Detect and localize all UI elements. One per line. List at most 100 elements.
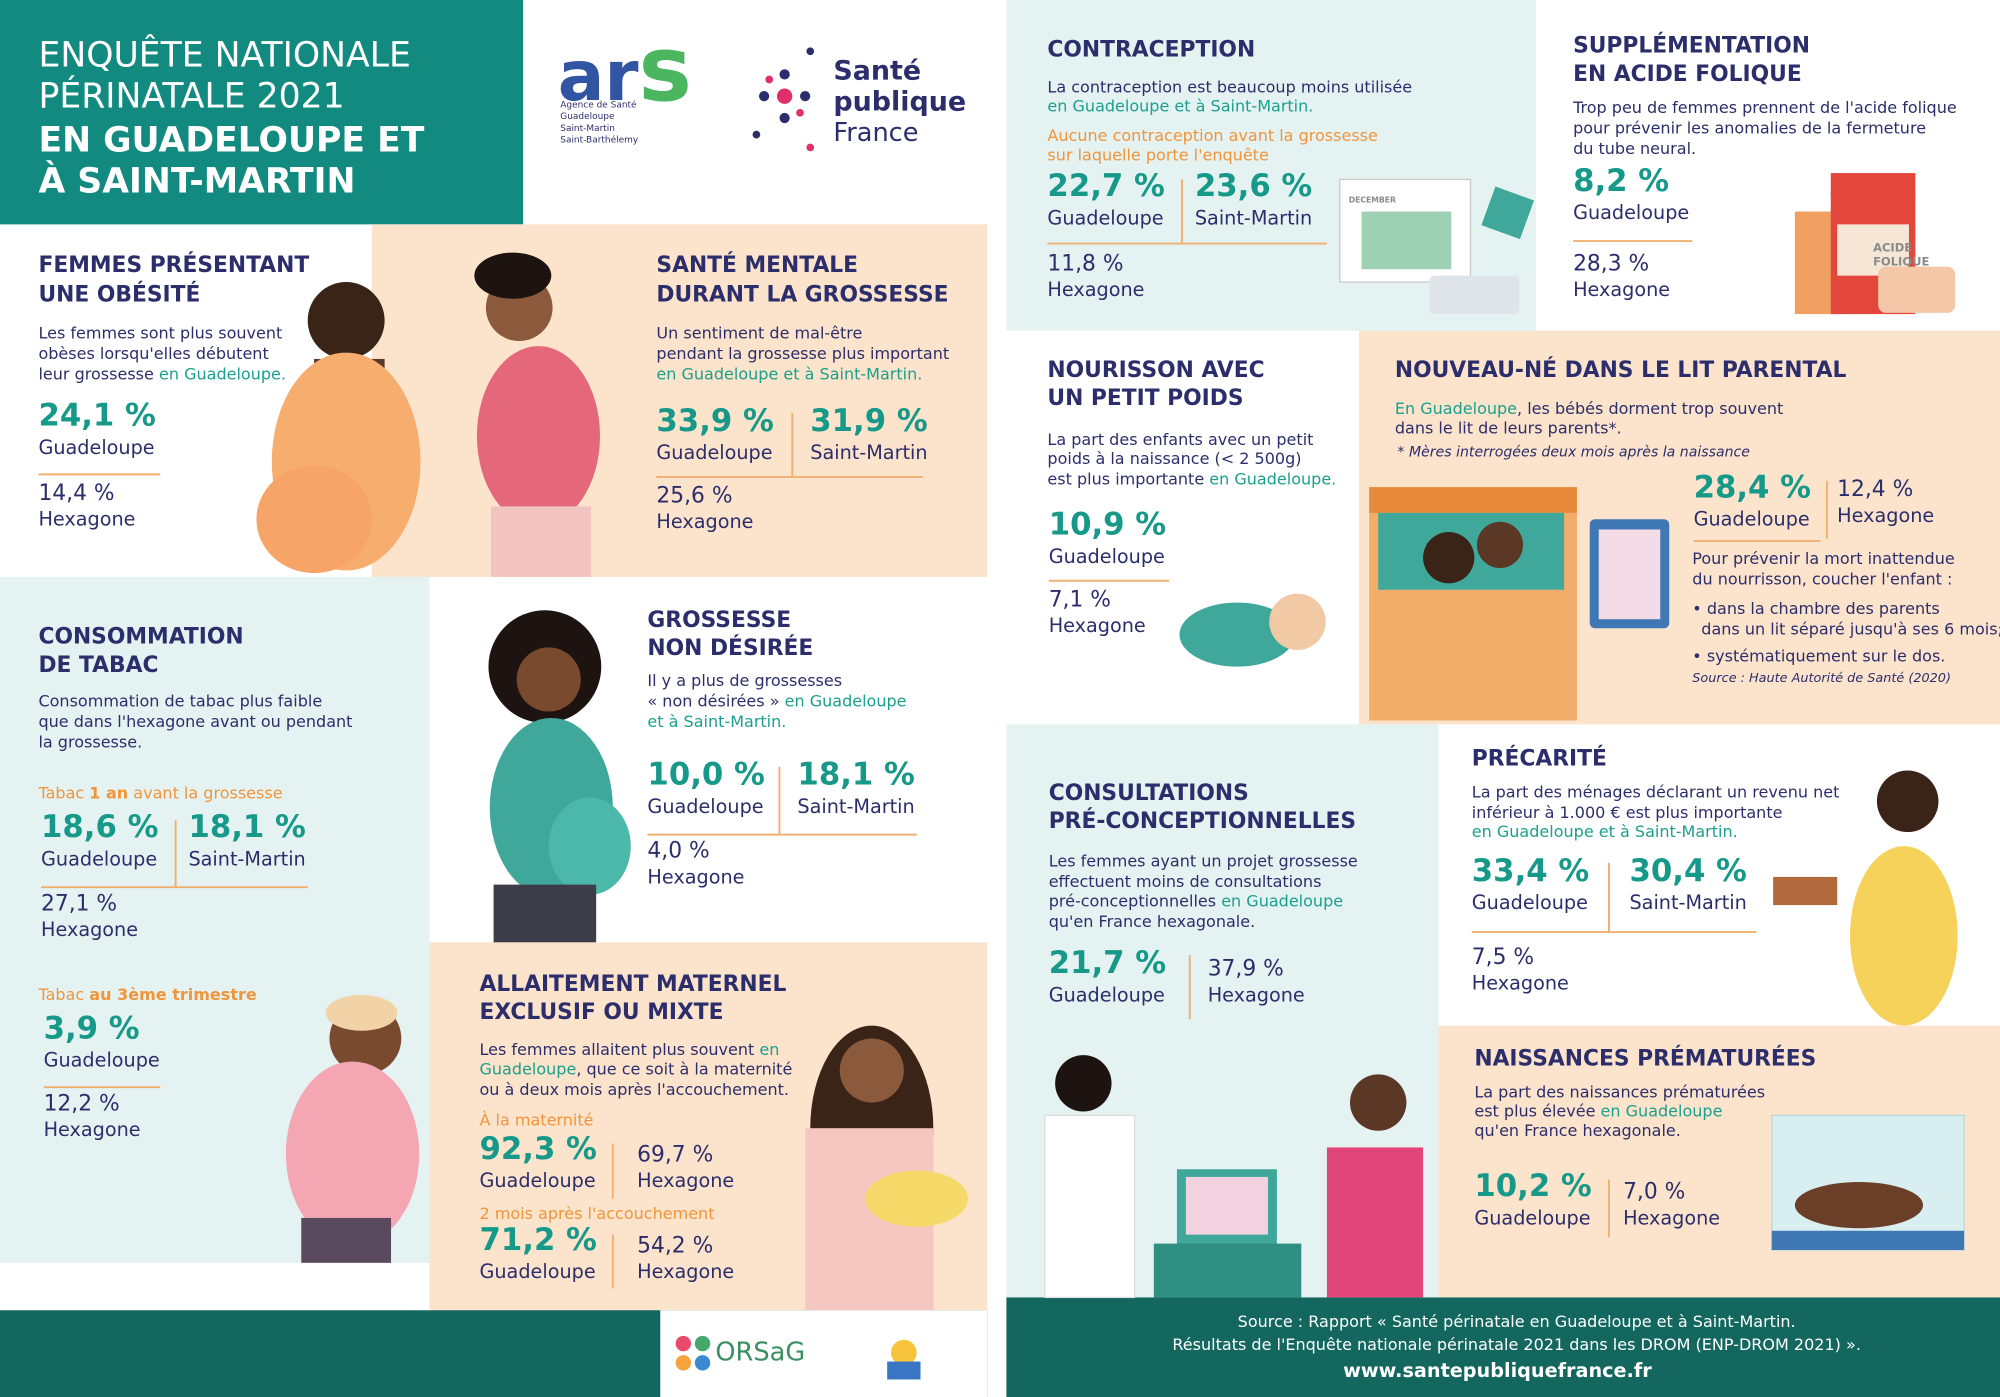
stat-label: Hexagone bbox=[1837, 504, 1934, 527]
section-text: du tube neural. bbox=[1573, 139, 1696, 158]
subhead: À la maternité bbox=[479, 1111, 593, 1130]
stat-label: Guadeloupe bbox=[1049, 983, 1165, 1006]
footer-source: Source : Rapport « Santé périnatale en G… bbox=[1238, 1312, 1796, 1331]
section-title: PRÉ-CONCEPTIONNELLES bbox=[1049, 808, 1356, 834]
text-segment: « non désirées » bbox=[647, 691, 784, 710]
text-segment: Il y a plus de grossesses bbox=[647, 671, 842, 690]
subhead: 2 mois après l'accouchement bbox=[479, 1204, 714, 1223]
stat-label: Hexagone bbox=[1623, 1206, 1720, 1229]
section-text: effectuent moins de consultations bbox=[1049, 872, 1322, 891]
stat-value: 11,8 % bbox=[1047, 252, 1123, 277]
text-segment: La part des naissances prématurées bbox=[1474, 1082, 1765, 1101]
section-text: est plus importante en Guadeloupe. bbox=[1047, 470, 1336, 489]
stat-value: 18,6 % bbox=[41, 809, 158, 845]
footer-source: Résultats de l'Enquête nationale périnat… bbox=[1172, 1335, 1861, 1354]
text-segment: leur grossesse bbox=[38, 364, 159, 383]
stat-value: 25,6 % bbox=[656, 484, 732, 509]
stat-label: Guadeloupe bbox=[1047, 206, 1163, 229]
illustration-consultation bbox=[1044, 1055, 1424, 1299]
stat-label: Saint-Martin bbox=[810, 441, 927, 464]
text-segment: • dans la chambre des parents bbox=[1692, 599, 1939, 618]
stat-label: Saint-Martin bbox=[1629, 891, 1746, 914]
stat-label: Hexagone bbox=[1472, 972, 1569, 995]
stat-label: Guadeloupe bbox=[647, 795, 763, 818]
ars-logo-part: ar bbox=[558, 37, 639, 117]
stat-label: Guadeloupe bbox=[1049, 545, 1165, 568]
illustration-smoking-woman bbox=[285, 994, 420, 1263]
section-title: NOURISSON AVEC bbox=[1047, 358, 1264, 383]
text-segment: Un sentiment de mal-être bbox=[656, 323, 862, 342]
highlight: en Guadeloupe et à Saint-Martin. bbox=[656, 364, 922, 383]
note: dans un lit séparé jusqu'à ses 6 mois; bbox=[1701, 620, 2000, 639]
stat-label: Hexagone bbox=[1049, 614, 1146, 637]
highlight: en Guadeloupe. bbox=[159, 364, 286, 383]
illustration-incubator bbox=[1771, 1114, 1965, 1251]
highlight: En Guadeloupe bbox=[1395, 399, 1517, 418]
section-text: en Guadeloupe et à Saint-Martin. bbox=[1472, 822, 1738, 841]
section-title: EN ACIDE FOLIQUE bbox=[1573, 62, 1802, 87]
stat-label: Hexagone bbox=[41, 918, 138, 941]
section-text: que dans l'hexagone avant ou pendant bbox=[38, 712, 352, 731]
subhead: Tabac 1 an avant la grossesse bbox=[37, 784, 282, 803]
stat-value: 12,2 % bbox=[44, 1091, 120, 1116]
section-text: ou à deux mois après l'accouchement. bbox=[479, 1080, 788, 1099]
illustration-precarity bbox=[1773, 770, 1958, 1026]
text-segment: Tabac bbox=[37, 985, 89, 1004]
text-segment: avant la grossesse bbox=[128, 784, 282, 803]
stat-value: 30,4 % bbox=[1629, 853, 1746, 889]
highlight: en Guadeloupe bbox=[785, 691, 907, 710]
text-segment: , que ce soit à la maternité bbox=[576, 1059, 792, 1078]
stat-value: 28,3 % bbox=[1573, 252, 1649, 277]
stat-label: Saint-Martin bbox=[797, 795, 914, 818]
text-segment: effectuent moins de consultations bbox=[1049, 872, 1322, 891]
emphasis: au 3ème trimestre bbox=[89, 985, 257, 1004]
section-text: obèses lorsqu'elles débutent bbox=[38, 344, 268, 363]
emphasis: 1 an bbox=[89, 784, 128, 803]
text-segment: , les bébés dorment trop souvent bbox=[1517, 399, 1783, 418]
stat-value: 92,3 % bbox=[479, 1131, 596, 1167]
section-text: leur grossesse en Guadeloupe. bbox=[38, 364, 286, 383]
stat-label: Hexagone bbox=[656, 510, 753, 533]
stat-label: Guadeloupe bbox=[41, 847, 157, 870]
section-title: CONTRACEPTION bbox=[1047, 37, 1255, 62]
illustration-label: FOLIQUE bbox=[1873, 254, 1929, 268]
stat-label: Guadeloupe bbox=[1474, 1206, 1590, 1229]
stat-value: 18,1 % bbox=[188, 809, 305, 845]
highlight: en Guadeloupe et à Saint-Martin. bbox=[1047, 97, 1313, 116]
stat-label: Guadeloupe bbox=[1694, 508, 1810, 531]
note: du nourrisson, coucher l'enfant : bbox=[1692, 570, 1952, 589]
highlight: en bbox=[759, 1040, 779, 1059]
stat-label: Saint-Martin bbox=[1195, 206, 1312, 229]
header-title: EN GUADELOUPE ET bbox=[38, 120, 424, 160]
stat-value: 33,9 % bbox=[656, 403, 773, 439]
spf-logo-text: publique bbox=[833, 86, 966, 117]
section-text: pré-conceptionnelles en Guadeloupe bbox=[1049, 891, 1343, 910]
section-title: UN PETIT POIDS bbox=[1047, 386, 1243, 411]
ars-logo: ars bbox=[558, 18, 692, 122]
stat-value: 21,7 % bbox=[1049, 945, 1166, 981]
text-segment: dans le lit de leurs parents*. bbox=[1395, 418, 1622, 437]
footer-url[interactable]: www.santepubliquefrance.fr bbox=[1343, 1359, 1652, 1382]
section-title: GROSSESSE bbox=[647, 608, 791, 633]
stat-value: 22,7 % bbox=[1047, 168, 1164, 204]
stat-value: 8,2 % bbox=[1573, 163, 1669, 199]
text-segment: Source : Haute Autorité de Santé (2020) bbox=[1692, 671, 1951, 686]
section-text: en Guadeloupe et à Saint-Martin. bbox=[656, 364, 922, 383]
section-text: pendant la grossesse plus important bbox=[656, 344, 949, 363]
stat-label: Hexagone bbox=[1047, 278, 1144, 301]
spf-logo-text: France bbox=[833, 118, 918, 148]
stat-label: Hexagone bbox=[1573, 278, 1670, 301]
text-segment: est plus importante bbox=[1047, 470, 1209, 489]
text-segment: ou à deux mois après l'accouchement. bbox=[479, 1080, 788, 1099]
illustration-folic-jar bbox=[1794, 173, 1956, 315]
text-segment: • systématiquement sur le dos. bbox=[1692, 647, 1945, 666]
text-segment: inférieur à 1.000 € est plus importante bbox=[1472, 803, 1783, 822]
section-text: qu'en France hexagonale. bbox=[1049, 912, 1256, 931]
stat-value: 3,9 % bbox=[44, 1010, 140, 1046]
note: Source : Haute Autorité de Santé (2020) bbox=[1692, 671, 1951, 686]
highlight: en Guadeloupe et à Saint-Martin. bbox=[1472, 822, 1738, 841]
section-title: UNE OBÉSITÉ bbox=[38, 281, 200, 307]
stat-value: 7,1 % bbox=[1049, 587, 1111, 612]
